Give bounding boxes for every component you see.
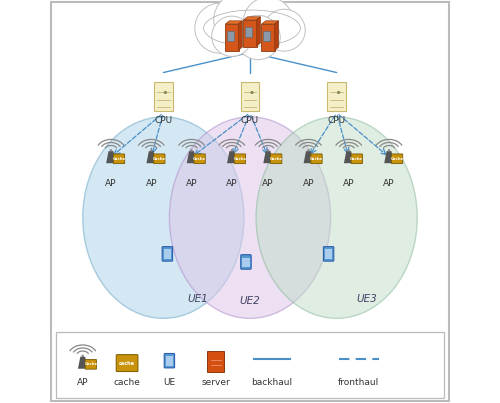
Text: AP: AP <box>77 378 88 387</box>
Text: AP: AP <box>343 179 354 188</box>
Polygon shape <box>274 21 278 50</box>
Circle shape <box>388 149 390 152</box>
Polygon shape <box>384 151 394 163</box>
Circle shape <box>195 3 245 53</box>
Text: AP: AP <box>226 179 237 188</box>
FancyBboxPatch shape <box>270 154 282 164</box>
Text: Cache: Cache <box>390 157 404 161</box>
Text: backhaul: backhaul <box>252 378 292 387</box>
FancyBboxPatch shape <box>245 27 252 37</box>
FancyBboxPatch shape <box>50 2 450 401</box>
Circle shape <box>250 91 254 94</box>
FancyBboxPatch shape <box>164 249 171 259</box>
Text: Cache: Cache <box>350 157 364 161</box>
FancyBboxPatch shape <box>162 247 172 261</box>
Text: AP: AP <box>146 179 157 188</box>
FancyBboxPatch shape <box>262 23 275 50</box>
Text: Cache: Cache <box>193 157 206 161</box>
FancyBboxPatch shape <box>325 249 332 259</box>
Polygon shape <box>146 151 156 163</box>
Polygon shape <box>244 17 260 20</box>
Circle shape <box>212 16 252 56</box>
Text: AP: AP <box>384 179 395 188</box>
Polygon shape <box>186 151 196 163</box>
FancyBboxPatch shape <box>166 356 173 366</box>
Circle shape <box>307 149 310 152</box>
Text: UE1: UE1 <box>187 294 208 304</box>
Text: AP: AP <box>105 179 117 188</box>
Ellipse shape <box>83 117 244 318</box>
FancyBboxPatch shape <box>116 355 138 372</box>
Circle shape <box>150 149 152 152</box>
Text: cache: cache <box>114 378 140 387</box>
FancyBboxPatch shape <box>243 19 257 46</box>
Text: CPU: CPU <box>241 116 259 125</box>
Circle shape <box>82 355 84 357</box>
FancyBboxPatch shape <box>194 154 205 164</box>
Polygon shape <box>226 21 242 24</box>
Text: Cache: Cache <box>234 157 246 161</box>
FancyBboxPatch shape <box>208 351 224 372</box>
FancyBboxPatch shape <box>85 359 96 369</box>
Text: Cache: Cache <box>112 157 126 161</box>
Text: AP: AP <box>262 179 274 188</box>
FancyBboxPatch shape <box>154 82 173 111</box>
Text: server: server <box>202 378 230 387</box>
Text: Cache: Cache <box>84 362 98 366</box>
FancyBboxPatch shape <box>234 154 246 164</box>
Polygon shape <box>227 151 236 163</box>
Circle shape <box>267 149 270 152</box>
Text: cache: cache <box>119 361 135 366</box>
Text: CPU: CPU <box>328 116 345 125</box>
Text: AP: AP <box>186 179 198 188</box>
Text: Cache: Cache <box>270 157 283 161</box>
Text: AP: AP <box>302 179 314 188</box>
Ellipse shape <box>208 31 296 50</box>
Circle shape <box>348 149 350 152</box>
Text: UE3: UE3 <box>356 294 377 304</box>
Circle shape <box>190 149 193 152</box>
Polygon shape <box>304 151 314 163</box>
Circle shape <box>230 149 233 152</box>
FancyBboxPatch shape <box>227 31 234 42</box>
Circle shape <box>236 15 280 60</box>
Polygon shape <box>78 357 88 369</box>
Circle shape <box>214 0 270 48</box>
FancyBboxPatch shape <box>114 154 124 164</box>
Ellipse shape <box>170 117 330 318</box>
FancyBboxPatch shape <box>327 82 346 111</box>
Text: fronthaul: fronthaul <box>338 378 380 387</box>
FancyBboxPatch shape <box>164 353 174 368</box>
Polygon shape <box>262 21 278 24</box>
Text: CPU: CPU <box>154 116 172 125</box>
FancyBboxPatch shape <box>351 154 362 164</box>
Circle shape <box>337 91 340 94</box>
Text: UE2: UE2 <box>240 296 260 306</box>
FancyBboxPatch shape <box>240 255 251 269</box>
Polygon shape <box>256 17 260 46</box>
FancyBboxPatch shape <box>263 31 270 42</box>
Circle shape <box>264 9 305 51</box>
FancyBboxPatch shape <box>225 23 238 50</box>
Circle shape <box>243 0 293 47</box>
Polygon shape <box>344 151 354 163</box>
Text: Cache: Cache <box>310 157 323 161</box>
FancyBboxPatch shape <box>392 154 402 164</box>
Circle shape <box>110 149 112 152</box>
FancyBboxPatch shape <box>154 154 165 164</box>
Polygon shape <box>106 151 116 163</box>
FancyBboxPatch shape <box>324 247 334 261</box>
Ellipse shape <box>256 117 417 318</box>
FancyBboxPatch shape <box>311 154 322 164</box>
Polygon shape <box>264 151 273 163</box>
FancyBboxPatch shape <box>240 82 260 111</box>
Text: Cache: Cache <box>153 157 166 161</box>
FancyBboxPatch shape <box>56 332 444 398</box>
Text: UE: UE <box>164 378 175 387</box>
Circle shape <box>164 91 167 94</box>
Polygon shape <box>238 21 242 50</box>
FancyBboxPatch shape <box>242 258 250 267</box>
